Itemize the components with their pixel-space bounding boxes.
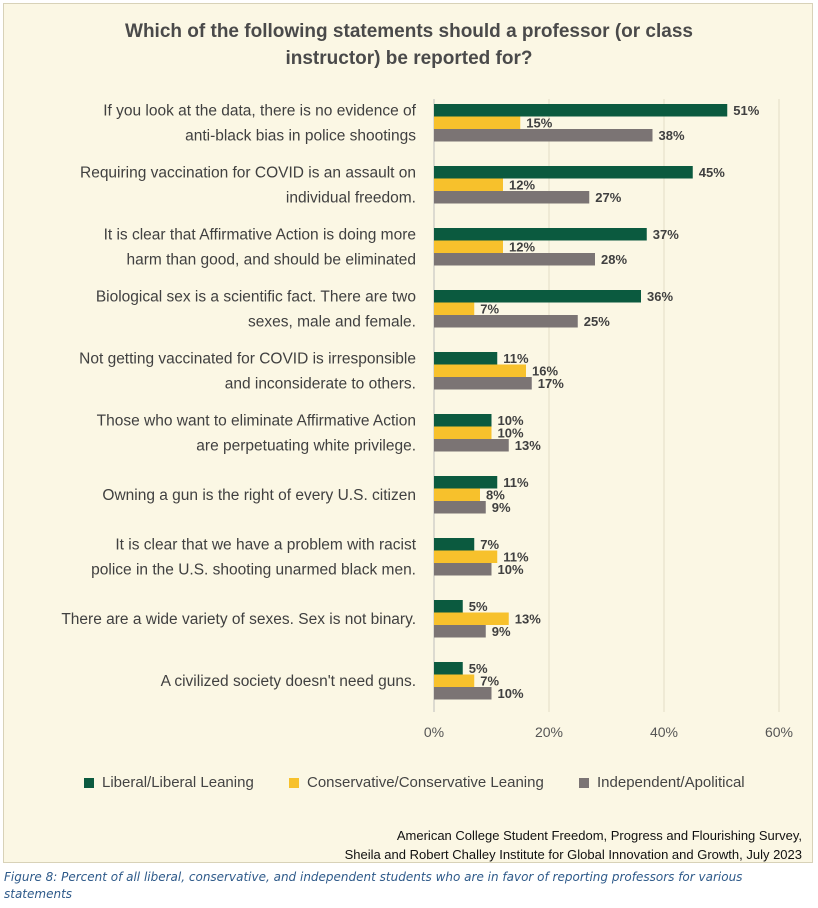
bar	[434, 662, 463, 675]
bar	[434, 228, 647, 241]
chart-title: Which of the following statements should…	[125, 21, 693, 69]
data-label: 9%	[492, 624, 511, 639]
bar	[434, 538, 475, 551]
data-label: 17%	[538, 376, 564, 391]
data-label: 12%	[509, 240, 535, 255]
data-label: 10%	[498, 426, 524, 441]
bar	[434, 129, 653, 142]
x-tick-label: 0%	[424, 724, 444, 740]
bar	[434, 352, 498, 365]
data-label: 13%	[515, 438, 541, 453]
category-label: It is clear that we have a problem with …	[115, 536, 416, 553]
category-label: sexes, male and female.	[248, 313, 416, 330]
x-tick-label: 20%	[535, 724, 563, 740]
data-label: 5%	[469, 661, 488, 676]
bar	[434, 476, 498, 489]
data-label: 11%	[503, 550, 529, 565]
bar	[434, 166, 693, 179]
legend-swatch	[579, 777, 589, 788]
data-label: 45%	[699, 165, 725, 180]
bar	[434, 178, 503, 191]
bar	[434, 612, 509, 625]
bar	[434, 550, 498, 563]
legend-swatch	[84, 777, 94, 788]
data-label: 9%	[492, 500, 511, 515]
category-label: If you look at the data, there is no evi…	[103, 102, 416, 119]
legend-item: Liberal/Liberal Leaning	[84, 774, 254, 791]
bar	[434, 191, 590, 204]
legend-label: Independent/Apolitical	[597, 774, 745, 791]
bar	[434, 563, 492, 576]
x-tick-label: 60%	[765, 724, 793, 740]
data-label: 38%	[659, 128, 685, 143]
category-label: individual freedom.	[286, 189, 416, 206]
source-line-1: American College Student Freedom, Progre…	[396, 828, 802, 843]
legend-item: Conservative/Conservative Leaning	[289, 774, 544, 791]
data-label: 27%	[595, 190, 621, 205]
category-label: anti-black bias in police shootings	[185, 127, 416, 144]
data-label: 10%	[498, 686, 524, 701]
category-label: Requiring vaccination for COVID is an as…	[80, 164, 416, 181]
data-label: 51%	[733, 103, 759, 118]
bar	[434, 674, 475, 687]
source-line-2: Sheila and Robert Challey Institute for …	[344, 847, 802, 862]
bar	[434, 377, 532, 390]
data-label: 28%	[601, 252, 627, 267]
data-label: 5%	[469, 599, 488, 614]
bar	[434, 364, 526, 377]
category-label: Biological sex is a scientific fact. The…	[96, 288, 416, 305]
bar-chart: 0% 20% 40% 60% If you look at the data, ther…	[61, 99, 793, 740]
legend-label: Liberal/Liberal Leaning	[102, 774, 254, 791]
data-label: 16%	[532, 364, 558, 379]
bar	[434, 687, 492, 700]
bar	[434, 302, 475, 315]
legend-swatch	[289, 777, 299, 788]
bar	[434, 290, 641, 303]
bar	[434, 253, 595, 266]
bar	[434, 600, 463, 613]
bar	[434, 116, 521, 129]
legend-label: Conservative/Conservative Leaning	[307, 774, 544, 791]
data-label: 25%	[584, 314, 610, 329]
category-label: harm than good, and should be eliminated	[126, 251, 416, 268]
category-label: are perpetuating white privilege.	[196, 437, 416, 454]
figure-caption: Figure 8: Percent of all liberal, conser…	[4, 870, 743, 901]
data-label: 10%	[498, 413, 524, 428]
category-label: There are a wide variety of sexes. Sex i…	[61, 611, 416, 628]
category-label: and inconsiderate to others.	[225, 375, 416, 392]
data-label: 7%	[480, 674, 499, 689]
category-label: Not getting vaccinated for COVID is irre…	[79, 350, 416, 367]
x-tick-label: 40%	[650, 724, 678, 740]
data-label: 37%	[653, 227, 679, 242]
data-label: 15%	[526, 116, 552, 131]
data-label: 12%	[509, 178, 535, 193]
data-label: 11%	[503, 351, 529, 366]
category-label: It is clear that Affirmative Action is d…	[104, 226, 416, 243]
bar	[434, 488, 480, 501]
bar	[434, 625, 486, 638]
category-label: police in the U.S. shooting unarmed blac…	[91, 561, 416, 578]
source-note: American College Student Freedom, Progre…	[345, 826, 802, 864]
legend: Liberal/Liberal Leaning Conservative/Cons…	[4, 774, 814, 798]
category-label: Owning a gun is the right of every U.S. …	[102, 487, 416, 504]
bar	[434, 104, 728, 117]
legend-item: Independent/Apolitical	[579, 774, 745, 791]
data-label: 7%	[480, 302, 499, 317]
bar	[434, 439, 509, 452]
category-label: Those who want to eliminate Affirmative …	[97, 412, 416, 429]
bar	[434, 240, 503, 253]
data-label: 11%	[503, 475, 529, 490]
data-label: 8%	[486, 488, 505, 503]
bar	[434, 315, 578, 328]
bar	[434, 414, 492, 427]
chart-panel: Which of the following statements should…	[3, 3, 813, 863]
data-label: 10%	[498, 562, 524, 577]
bar	[434, 501, 486, 514]
bar	[434, 426, 492, 439]
category-label: A civilized society doesn't need guns.	[161, 673, 416, 690]
data-label: 7%	[480, 537, 499, 552]
data-label: 13%	[515, 612, 541, 627]
data-label: 36%	[647, 289, 673, 304]
